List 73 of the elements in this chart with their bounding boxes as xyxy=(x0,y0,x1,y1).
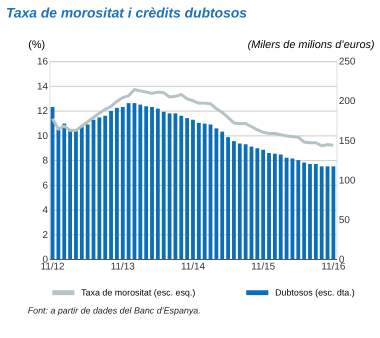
bar xyxy=(296,160,300,260)
text: Font: a partir de dades del Banc d’Espanya. xyxy=(28,305,201,316)
bar xyxy=(326,166,330,260)
legend-label: Dubtosos (esc. dta.) xyxy=(275,288,355,298)
bar xyxy=(80,126,84,260)
bar xyxy=(74,130,78,260)
bar xyxy=(191,120,195,260)
bar xyxy=(238,143,242,260)
x-tick-label: 11/16 xyxy=(321,261,346,272)
bar xyxy=(267,152,271,260)
bar xyxy=(162,112,166,260)
y-tick-label: 4 xyxy=(42,205,48,216)
bar xyxy=(250,146,254,260)
bar xyxy=(120,107,125,260)
bar xyxy=(62,124,66,260)
bar xyxy=(226,137,230,260)
bar xyxy=(103,116,108,260)
bar xyxy=(92,120,96,260)
y-tick-label: 16 xyxy=(37,56,48,68)
bar xyxy=(168,113,172,260)
bar xyxy=(208,124,212,260)
y2-tick-label: 250 xyxy=(338,56,356,68)
bar xyxy=(138,104,142,260)
bar xyxy=(68,130,72,260)
bar xyxy=(320,166,324,260)
bar xyxy=(144,106,148,260)
bar xyxy=(302,162,306,260)
line-series xyxy=(51,88,335,148)
bar xyxy=(156,108,160,260)
bar xyxy=(244,144,248,260)
bar xyxy=(232,141,236,260)
y-tick-label: 14 xyxy=(37,81,48,92)
y-tick-label: 6 xyxy=(42,180,48,192)
bar xyxy=(179,116,184,260)
y-tick-label: 2 xyxy=(42,230,48,241)
y-tick-label: 8 xyxy=(42,156,48,167)
y-tick-label: 10 xyxy=(37,130,48,142)
bar xyxy=(214,128,218,260)
bar xyxy=(314,164,318,260)
y2-tick-label: 200 xyxy=(338,96,356,108)
bar xyxy=(220,132,224,260)
bar xyxy=(86,124,90,260)
y2-axis-title: (Milers de milions d’euros) xyxy=(248,38,375,51)
bar xyxy=(132,103,136,260)
bar xyxy=(331,166,336,260)
bar xyxy=(290,158,294,260)
bar xyxy=(202,124,207,260)
bar xyxy=(174,113,178,260)
x-tick-label: 11/14 xyxy=(180,261,206,272)
y2-tick-label: 150 xyxy=(338,136,356,147)
bar xyxy=(278,154,283,260)
x-tick-label: 11/15 xyxy=(251,261,276,272)
x-tick-label: 11/13 xyxy=(110,261,136,272)
bar xyxy=(109,111,113,260)
bar xyxy=(284,158,288,260)
bar xyxy=(56,129,60,260)
bar xyxy=(185,118,190,260)
bar xyxy=(272,154,277,260)
y-tick-label: 12 xyxy=(37,106,48,118)
bar xyxy=(196,122,201,260)
bar xyxy=(97,117,102,260)
bar xyxy=(115,108,119,260)
bar xyxy=(255,148,260,260)
bar xyxy=(126,103,131,260)
legend-label: Taxa de morositat (esc. esq.) xyxy=(81,288,196,298)
chart-title: Taxa de morositat i crèdits dubtosos xyxy=(6,4,248,21)
y2-tick-label: 100 xyxy=(338,175,356,186)
bar xyxy=(308,164,312,260)
bar xyxy=(261,150,266,260)
y-axis-title: (%) xyxy=(28,38,46,51)
bar xyxy=(150,107,154,260)
y2-tick-label: 50 xyxy=(338,214,350,226)
bar xyxy=(50,107,54,260)
